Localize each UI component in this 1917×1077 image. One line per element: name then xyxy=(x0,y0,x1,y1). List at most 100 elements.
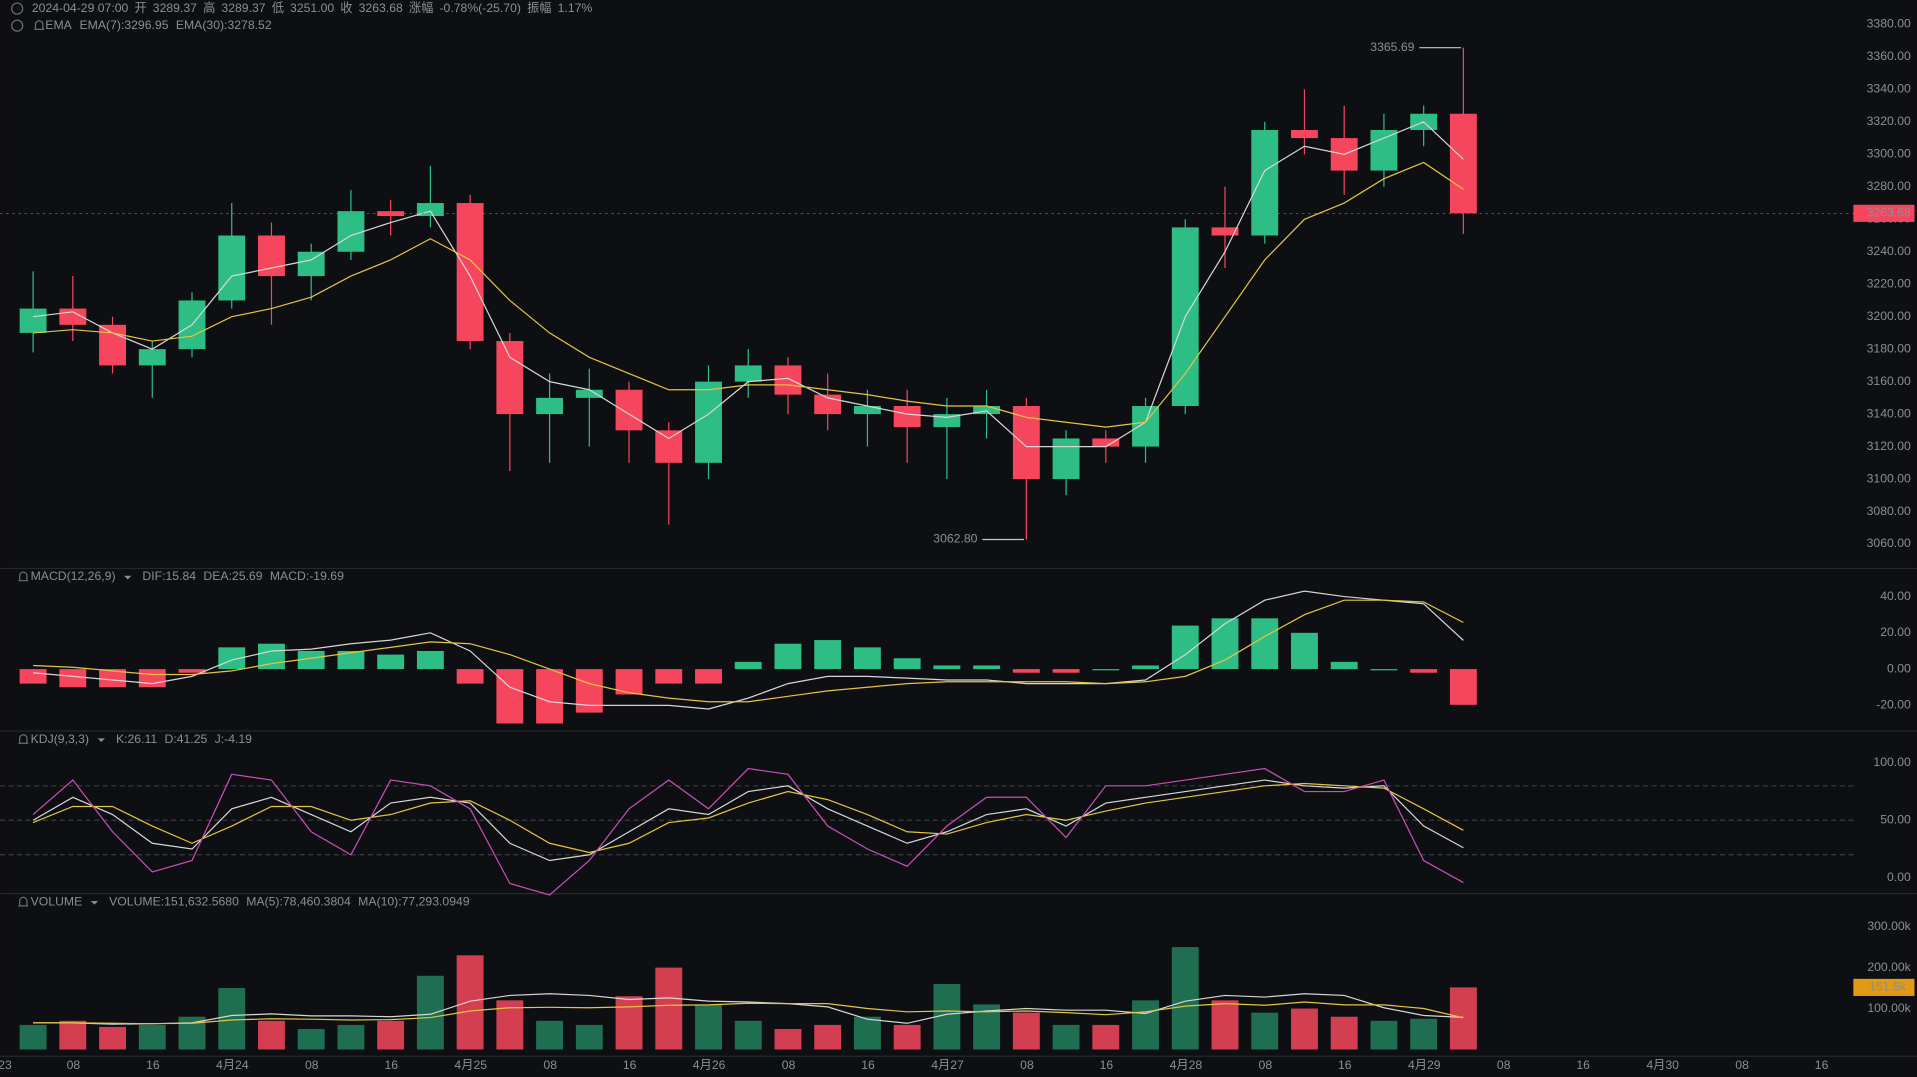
candle-body xyxy=(536,397,564,415)
y-tick-label: 3060.00 xyxy=(1867,536,1911,550)
bell-icon[interactable] xyxy=(34,20,45,30)
macd-bar xyxy=(178,669,206,673)
y-tick-label: 50.00 xyxy=(1880,813,1911,827)
volume-tag-label: 151.6k xyxy=(1869,980,1907,994)
volume-bar xyxy=(1012,1012,1040,1050)
macd-bar xyxy=(1291,632,1318,670)
volume-tag xyxy=(1853,978,1915,996)
x-tick-label: 4月30 xyxy=(1646,1058,1679,1072)
y-tick-label: 3160.00 xyxy=(1867,374,1911,388)
indicator-line xyxy=(33,599,1464,703)
macd-bar xyxy=(1330,661,1358,670)
y-tick-label: 3080.00 xyxy=(1867,504,1911,518)
volume-bar xyxy=(853,1016,881,1050)
legend-entry: D:41.25 xyxy=(164,732,207,746)
volume-bar xyxy=(1092,1024,1120,1050)
legend-entry: MA(10):77,293.0949 xyxy=(358,894,470,908)
candle-body xyxy=(1251,129,1279,236)
dropdown-icon[interactable] xyxy=(90,900,99,905)
volume-bar xyxy=(1052,1024,1080,1050)
x-tick-label: 4月26 xyxy=(693,1058,726,1072)
volume-bar xyxy=(19,1024,47,1050)
volume-bar xyxy=(377,1020,405,1050)
legend-entry: MA(5):78,460.3804 xyxy=(246,894,351,908)
candle-body xyxy=(19,308,47,333)
header-text: 3251.00 xyxy=(290,1,334,15)
candle-body xyxy=(99,324,126,366)
legend-entry: EMA(7):3296.95 xyxy=(80,18,169,32)
dropdown-icon[interactable] xyxy=(124,575,132,580)
volume-bar xyxy=(1449,987,1477,1050)
x-tick-label: 16 xyxy=(146,1058,160,1072)
x-tick-label: 08 xyxy=(1259,1058,1273,1072)
volume-bar xyxy=(1410,1018,1438,1050)
macd-bar xyxy=(1132,665,1159,670)
candle-body xyxy=(496,341,524,415)
y-tick-label: 3220.00 xyxy=(1867,276,1911,290)
bell-icon[interactable] xyxy=(18,734,29,744)
legend-entry: EMA(30):3278.52 xyxy=(176,18,272,32)
macd-bar xyxy=(1410,669,1438,673)
header-text: 2024-04-29 07:00 xyxy=(32,1,129,15)
candle-body xyxy=(774,365,802,395)
macd-bar xyxy=(575,669,603,713)
indicator-line xyxy=(33,590,1464,710)
y-tick-label: 100.00k xyxy=(1867,1001,1911,1015)
x-tick-label: 08 xyxy=(543,1058,557,1072)
macd-bar xyxy=(416,650,444,670)
indicator-line xyxy=(33,161,1464,428)
volume-bar xyxy=(1171,947,1199,1050)
last-price-tag xyxy=(1853,204,1915,222)
x-tick-label: 08 xyxy=(1497,1058,1511,1072)
annotation-label: 3365.69 xyxy=(1370,40,1414,54)
y-tick-label: 3200.00 xyxy=(1867,309,1911,323)
x-tick-label: 4月29 xyxy=(1408,1058,1441,1072)
collapse-icon[interactable] xyxy=(11,2,24,15)
macd-bar xyxy=(377,654,405,670)
volume-bar xyxy=(655,967,683,1050)
x-tick-label: 23 xyxy=(0,1058,12,1072)
y-tick-label: 0.00 xyxy=(1887,870,1911,884)
y-tick-label: 300.00k xyxy=(1867,919,1911,933)
dropdown-icon[interactable] xyxy=(97,738,105,743)
volume-bar xyxy=(258,1020,285,1050)
macd-bar xyxy=(1092,669,1120,671)
indicator-line xyxy=(32,782,1464,854)
volume-bar xyxy=(615,996,643,1050)
macd-bar xyxy=(1012,669,1040,673)
legend-entry: VOLUME:151,632.5680 xyxy=(109,894,239,908)
legend-entry: K:26.11 xyxy=(116,732,157,746)
y-tick-label: 100.00 xyxy=(1873,755,1911,769)
candle-body xyxy=(973,405,1001,415)
y-tick-label: 3140.00 xyxy=(1867,406,1911,420)
volume-bar xyxy=(1132,1000,1159,1050)
volume-bar xyxy=(734,1020,762,1050)
legend-entry: DIF:15.84 xyxy=(142,569,196,583)
volume-bar xyxy=(99,1026,126,1050)
bell-icon[interactable] xyxy=(18,896,29,907)
bell-icon[interactable] xyxy=(18,571,29,582)
macd-bar xyxy=(893,658,921,670)
macd-bar xyxy=(695,669,722,684)
candle-body xyxy=(1092,438,1120,447)
macd-bar xyxy=(1052,669,1080,673)
y-tick-label: 3120.00 xyxy=(1867,439,1911,453)
macd-bar xyxy=(218,647,246,670)
collapse-icon[interactable] xyxy=(11,19,24,32)
indicator-line xyxy=(32,767,1464,896)
candle-body xyxy=(695,381,722,463)
y-tick-label: 40.00 xyxy=(1880,589,1911,603)
candle-body xyxy=(456,203,484,342)
y-tick-label: 3180.00 xyxy=(1867,341,1911,355)
volume-bar xyxy=(456,955,484,1050)
panel-title: KDJ(9,3,3) xyxy=(31,732,89,746)
macd-bar xyxy=(973,665,1001,670)
candle-body xyxy=(1052,438,1080,480)
candle-body xyxy=(138,349,166,366)
panel-title: MACD(12,26,9) xyxy=(31,569,116,583)
volume-bar xyxy=(774,1029,802,1050)
candle-body xyxy=(1211,227,1239,236)
candle-body xyxy=(1291,129,1318,139)
header-text: 涨幅 xyxy=(409,0,433,15)
